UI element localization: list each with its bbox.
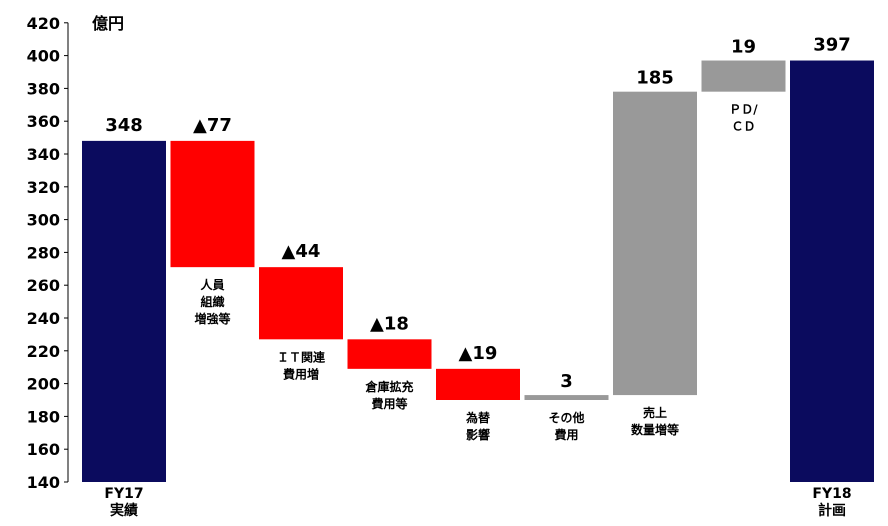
bar-annotation: 数量増等 [631,422,679,437]
category-label: FY17 [104,486,143,502]
category-label: FY18 [812,486,851,502]
bar-annotation: 費用等 [371,396,407,411]
y-tick-label: 420 [27,14,60,33]
bar-decrease [436,368,520,400]
bar-annotation: ＣＤ [731,120,755,134]
y-tick-label: 280 [27,243,60,262]
bar-annotation: その他 [548,410,584,425]
value-label: ▲19 [459,343,498,364]
bar-annotation: 倉庫拡充 [364,379,413,394]
value-label: 397 [813,35,851,56]
bar-decrease [347,339,432,369]
value-label: ▲18 [370,313,409,334]
bar-annotation: 人員 [200,277,224,292]
value-label: 3 [560,371,573,392]
bar-increase [524,395,609,400]
bars [82,60,874,483]
bar-annotation: 費用増 [283,366,319,381]
bar-annotation: 為替 [466,410,491,425]
unit-label: 億円 [92,14,124,33]
value-label: ▲44 [282,241,321,262]
y-tick-label: 300 [27,211,60,230]
value-label: 348 [105,115,143,136]
y-tick-label: 160 [27,440,60,459]
y-tick-label: 200 [27,375,60,394]
y-tick-label: 340 [27,145,60,164]
y-tick-label: 240 [27,309,60,328]
y-tick-label: 140 [27,473,60,492]
bar-increase [701,60,786,92]
bar-decrease [259,267,343,340]
bar-annotation: 売上 [643,405,667,420]
value-label: ▲77 [193,115,232,136]
bar-annotation: 増強等 [194,311,230,326]
y-tick-label: 360 [27,112,60,131]
y-tick-label: 380 [27,79,60,98]
y-tick-label: 320 [27,178,60,197]
bar-annotation: ＩＴ関連 [277,349,326,364]
category-label: 計画 [818,502,846,519]
y-tick-label: 220 [27,342,60,361]
bar-total [790,60,874,483]
bar-annotation: 組織 [200,294,224,309]
y-tick-label: 180 [27,407,60,426]
y-tick-label: 400 [27,47,60,66]
category-label: 実績 [110,502,138,519]
bar-increase [613,91,697,396]
bar-total [82,140,166,482]
y-axis: 140 160 180 200 220 240 260 280 300 320 340 360 380 4… [27,14,69,492]
bar-annotation: 費用 [554,427,578,442]
y-tick-label: 260 [27,276,60,295]
bar-annotation: ＰＤ/ [729,103,758,117]
value-label: 19 [731,37,756,58]
bar-decrease [170,140,255,268]
value-label: 185 [636,68,674,89]
bar-annotation: 影響 [466,427,490,442]
